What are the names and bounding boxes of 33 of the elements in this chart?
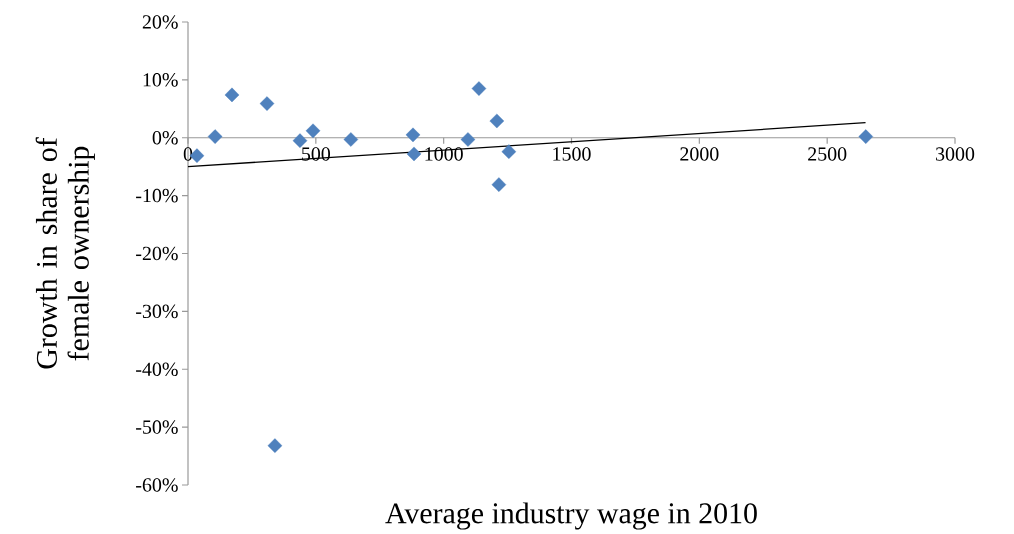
point: [305, 123, 321, 139]
point: [207, 129, 223, 144]
x-tick-label: 3000: [936, 147, 975, 161]
point: [460, 132, 476, 147]
y-tick-label: -50%: [136, 420, 178, 434]
point: [259, 96, 275, 111]
point: [267, 438, 283, 453]
point: [501, 144, 517, 159]
y-tick-label: -20%: [136, 246, 178, 261]
y-tick-label: -10%: [136, 188, 178, 203]
y-tick-label: -40%: [136, 362, 178, 377]
y-tick-label: 20%: [142, 15, 178, 29]
point: [489, 113, 505, 129]
point: [405, 127, 421, 143]
y-axis-title: Growth in share of female ownership: [35, 137, 95, 369]
y-tick-label: -30%: [136, 304, 178, 319]
y-tick-label: -60%: [136, 478, 178, 492]
point: [406, 146, 422, 162]
x-tick-label: 1000: [425, 147, 463, 161]
point: [858, 129, 874, 144]
y-tick-label: 10%: [143, 73, 178, 87]
x-axis-title: Average industry wage in 2010: [385, 502, 757, 530]
x-tick-label: 2000: [680, 147, 719, 161]
point: [224, 87, 240, 103]
x-tick-label: 1500: [553, 147, 591, 161]
y-tick-label: 0%: [152, 130, 178, 145]
point: [343, 132, 359, 147]
point: [292, 133, 308, 148]
point: [471, 81, 487, 96]
point: [491, 177, 507, 192]
x-tick-label: 0: [183, 147, 193, 161]
x-tick-label: 500: [302, 147, 331, 161]
x-tick-label: 2500: [808, 147, 847, 161]
